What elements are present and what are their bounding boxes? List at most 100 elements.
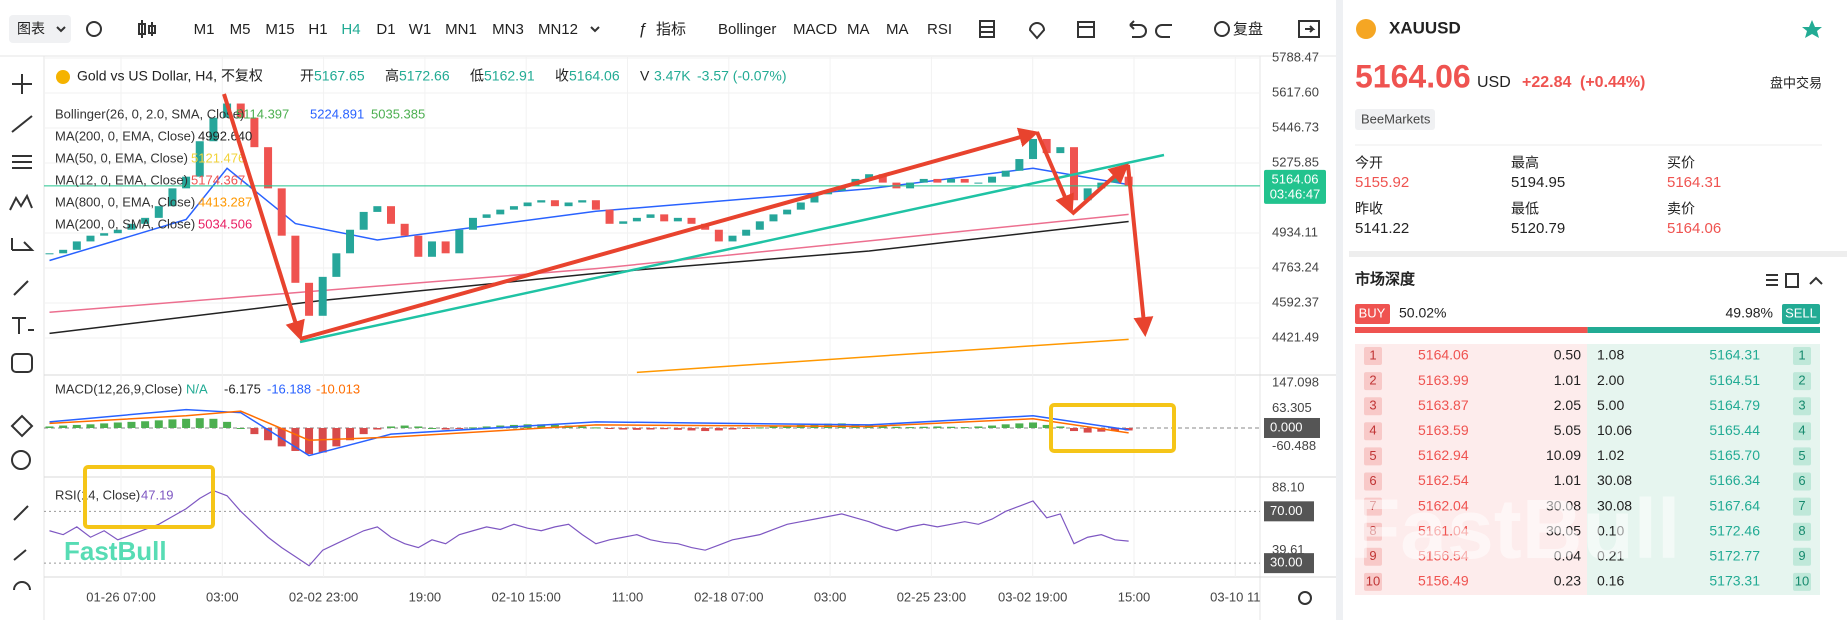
ask-price: 5172.46 xyxy=(1709,522,1760,538)
stat-value: 5164.31 xyxy=(1667,174,1721,191)
candle xyxy=(141,217,150,224)
timeframe[interactable]: D1 xyxy=(376,21,395,38)
ask-index-box xyxy=(1793,372,1811,391)
indicator-legend: RSI(14, Close) xyxy=(55,487,140,502)
indicator-shortcut[interactable]: MACD xyxy=(793,21,837,38)
favorite-star[interactable] xyxy=(1802,20,1822,38)
stat-label: 卖价 xyxy=(1667,201,1695,217)
timeframe[interactable]: H4 xyxy=(341,21,360,38)
bid-price: 5163.87 xyxy=(1418,397,1469,413)
macd-bar xyxy=(947,426,956,428)
bid-price: 5162.94 xyxy=(1418,447,1469,463)
macd-bar xyxy=(1110,427,1119,432)
indicator-line xyxy=(49,220,1129,335)
candle xyxy=(427,241,436,257)
tool-icon[interactable] xyxy=(1028,22,1046,40)
quote-value: 5167.65 xyxy=(314,68,365,84)
macd-bar xyxy=(960,427,969,429)
settings-icon[interactable] xyxy=(1298,591,1312,605)
timeframe[interactable]: H1 xyxy=(308,21,327,38)
macd-bar xyxy=(223,421,232,428)
indicators-button[interactable]: 指标 xyxy=(656,21,686,38)
bid-price: 5156.49 xyxy=(1418,573,1469,589)
candle xyxy=(714,229,723,242)
macd-bar xyxy=(1083,427,1092,433)
zero-tag-label: 0.000 xyxy=(1270,419,1303,434)
annotations xyxy=(83,93,1176,529)
replay[interactable]: 复盘 xyxy=(1233,20,1263,38)
ask-index: 3 xyxy=(1798,398,1805,413)
y-tick-label: 4592.37 xyxy=(1272,294,1319,309)
candle xyxy=(195,141,204,177)
candle xyxy=(154,206,163,218)
tool-icon[interactable] xyxy=(979,20,995,38)
tool-icon[interactable] xyxy=(1129,20,1147,38)
candle xyxy=(742,229,751,236)
timeframe[interactable]: M1 xyxy=(194,21,215,38)
candle xyxy=(660,214,669,222)
timeframe[interactable]: M15 xyxy=(265,21,294,38)
bid-volume: 1.01 xyxy=(1554,372,1581,388)
bid-index: 3 xyxy=(1369,398,1376,413)
tool-icon[interactable] xyxy=(1077,21,1095,38)
timeframe[interactable]: MN1 xyxy=(445,21,477,38)
search-icon[interactable] xyxy=(86,21,102,37)
macd-bar xyxy=(86,424,95,428)
bid-price: 5163.99 xyxy=(1418,372,1469,388)
macd-bar xyxy=(1029,422,1038,428)
bid-price: 5163.59 xyxy=(1418,422,1469,438)
level-tag xyxy=(1264,553,1314,574)
indicator-shortcut[interactable]: RSI xyxy=(927,21,952,38)
indicator-shortcut[interactable]: MA xyxy=(886,21,909,38)
candle xyxy=(291,235,300,283)
bid-volume: 30.08 xyxy=(1546,497,1581,513)
chart-menu[interactable]: 图表 xyxy=(17,21,45,37)
rsi-line xyxy=(49,489,1129,567)
timeframe[interactable]: MN3 xyxy=(492,21,524,38)
macd-bar xyxy=(387,426,395,428)
fullscreen-icon[interactable] xyxy=(1298,20,1320,38)
depth-icons[interactable] xyxy=(1766,273,1823,288)
fx-icon: ƒ xyxy=(638,21,647,38)
macd-bar xyxy=(742,427,751,429)
candle xyxy=(414,235,423,257)
macd-bar xyxy=(59,425,68,428)
indicator-line xyxy=(49,410,1129,441)
indicator-value: -10.013 xyxy=(316,381,360,396)
candle xyxy=(209,117,218,142)
ask-volume: 0.16 xyxy=(1597,573,1624,589)
indicator-shortcut[interactable]: Bollinger xyxy=(718,21,776,38)
watermark: FastBull xyxy=(64,536,167,566)
macd-bar xyxy=(906,427,915,429)
indicator-value: 5121.476 xyxy=(191,150,245,165)
left-tools[interactable] xyxy=(9,74,35,591)
candle xyxy=(72,241,81,250)
quote-label: 低 xyxy=(470,68,484,84)
ask-index-box xyxy=(1793,397,1811,416)
ask-index: 9 xyxy=(1798,548,1805,563)
indicator-shortcut[interactable]: MA xyxy=(847,21,870,38)
candle xyxy=(865,174,874,179)
bid-index: 2 xyxy=(1369,373,1376,388)
price-tag-value: 5164.06 xyxy=(1272,171,1319,186)
x-tick-label: 19:00 xyxy=(409,589,442,604)
timeframe[interactable]: M5 xyxy=(230,21,251,38)
candle-icon[interactable] xyxy=(138,20,156,38)
macd-bar xyxy=(1042,424,1051,428)
ask-volume: 30.08 xyxy=(1597,472,1632,488)
indicator-value: 47.19 xyxy=(141,487,174,502)
bid-index-box xyxy=(1364,522,1382,541)
chart-menu-box[interactable] xyxy=(9,15,71,43)
bid-volume: 2.05 xyxy=(1554,397,1581,413)
timeframe[interactable]: W1 xyxy=(409,21,432,38)
macd-bar xyxy=(1070,427,1078,432)
timeframe[interactable]: MN12 xyxy=(538,21,578,38)
candle xyxy=(1029,138,1038,160)
macd-bar xyxy=(482,426,491,428)
bid-index-box xyxy=(1364,497,1382,516)
ask-index-box xyxy=(1793,497,1811,516)
tool-icon[interactable] xyxy=(1155,24,1172,38)
replay-icon[interactable] xyxy=(1214,21,1230,37)
highlight-box xyxy=(83,465,215,529)
candle xyxy=(646,214,655,218)
